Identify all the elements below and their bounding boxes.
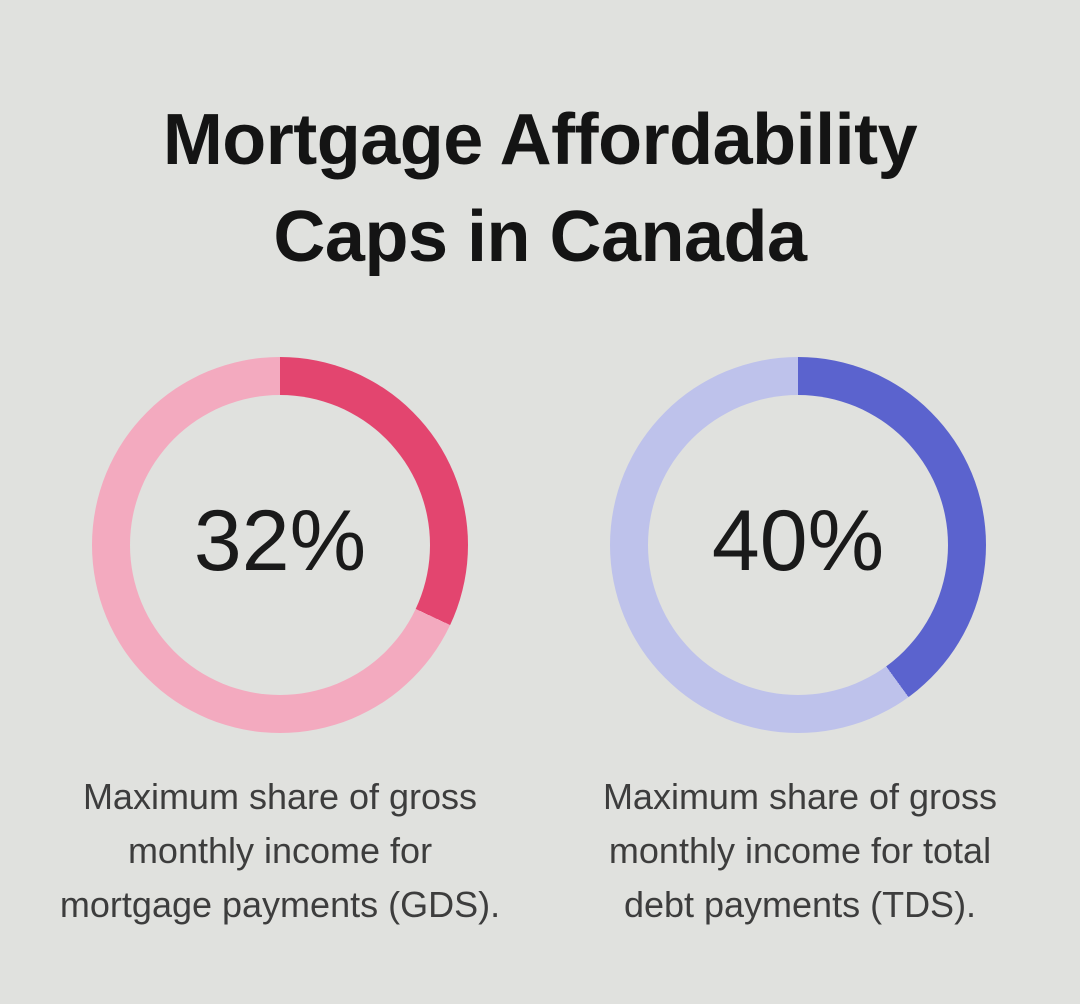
page-title-line-1: Mortgage Affordability <box>162 100 918 180</box>
caption-line: Maximum share of gross <box>602 776 998 817</box>
caption-line: mortgage payments (GDS). <box>59 884 501 925</box>
caption-line: monthly income for total <box>608 830 992 871</box>
caption-line: debt payments (TDS). <box>623 884 977 925</box>
donut-chart-tds: 40% <box>610 357 986 733</box>
donut-chart-tds-value: 40% <box>711 492 885 589</box>
page-title-line-2: Caps in Canada <box>273 197 807 277</box>
donut-chart-gds-value: 32% <box>193 492 367 589</box>
donut-chart-tds-hole: 40% <box>648 395 948 695</box>
donut-chart-gds: 32% <box>92 357 468 733</box>
donut-chart-gds-hole: 32% <box>130 395 430 695</box>
donut-chart-tds-caption: Maximum share of gross monthly income fo… <box>550 770 1050 932</box>
page-title: Mortgage Affordability Caps in Canada <box>0 92 1080 286</box>
caption-line: monthly income for <box>127 830 433 871</box>
caption-line: Maximum share of gross <box>82 776 478 817</box>
donut-chart-gds-caption: Maximum share of gross monthly income fo… <box>30 770 530 932</box>
